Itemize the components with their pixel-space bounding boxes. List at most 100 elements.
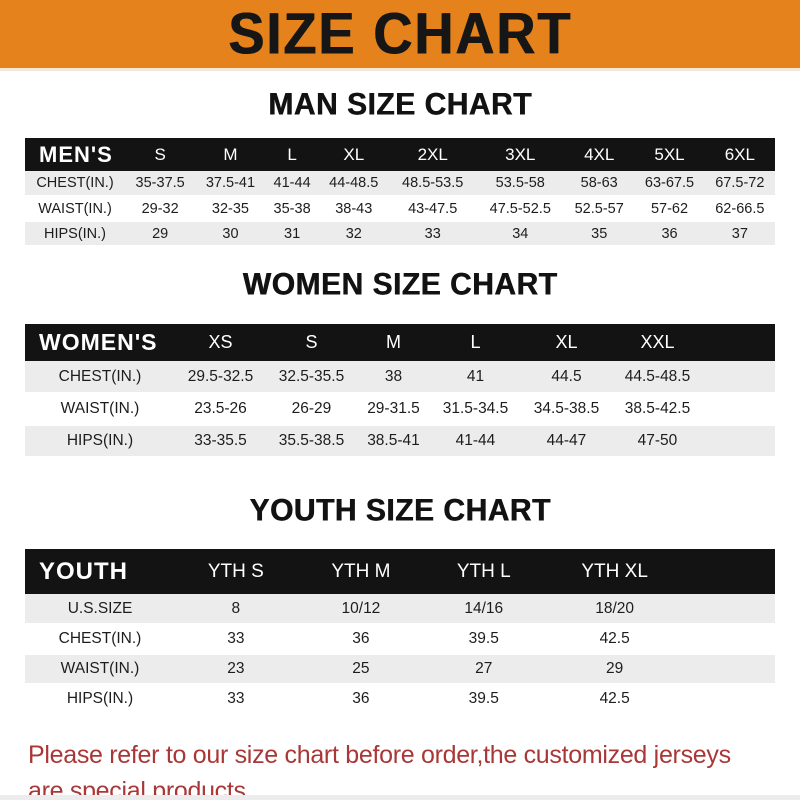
size-value-cell: 48.5-53.5 [402, 175, 464, 191]
size-value-cell: 35-37.5 [135, 175, 185, 191]
table-row: CHEST(IN.) 35-37.5 37.5-41 41-44 44-48.5 48.5… [25, 171, 775, 196]
row-label: WAIST(IN.) [38, 200, 112, 217]
size-value-cell: 30 [222, 225, 239, 242]
size-value-cell: 33-35.5 [194, 432, 247, 449]
size-value-cell: 36 [352, 630, 370, 647]
men-size-table: MEN'S S M L XL 2XL 3XL 4XL 5XL 6XL CHEST(IN.) 35-37… [25, 138, 775, 247]
filler-cell [687, 684, 775, 714]
size-value-cell: 14/16 [464, 599, 504, 617]
table-row: HIPS(IN.) 33 36 39.5 42.5 [25, 684, 775, 714]
column-header: M [195, 138, 266, 171]
disclaimer-line-1: Please refer to our size chart before or… [28, 741, 731, 800]
column-header: 2XL [388, 138, 477, 171]
size-value-cell: 32 [345, 225, 362, 242]
size-value-cell: 25 [352, 660, 370, 677]
table-row: U.S.SIZE 8 10/12 14/16 18/20 [25, 594, 775, 624]
filler-cell [687, 624, 775, 654]
size-value-cell: 44.5 [551, 367, 582, 385]
column-header: 5XL [634, 138, 705, 171]
size-value-cell: 44-48.5 [329, 175, 379, 191]
size-value-cell: 38.5-41 [367, 432, 420, 449]
size-value-cell: 42.5 [599, 690, 630, 707]
table-row: WAIST(IN.) 23.5-26 26-29 29-31.5 31.5-34.5 34… [25, 393, 775, 425]
filler-cell [703, 361, 775, 393]
size-value-cell: 39.5 [468, 630, 499, 647]
size-value-cell: 43-47.5 [408, 200, 458, 217]
column-header: YTH XL [542, 549, 687, 594]
table-corner-label: YOUTH [25, 549, 175, 594]
column-header: XL [318, 138, 389, 171]
table-row: CHEST(IN.) 33 36 39.5 42.5 [25, 624, 775, 654]
row-label: U.S.SIZE [67, 599, 133, 617]
size-value-cell: 41 [466, 367, 485, 385]
size-value-cell: 38 [384, 367, 403, 385]
size-value-cell: 33 [424, 225, 441, 242]
row-label: HIPS(IN.) [66, 432, 134, 449]
size-value-cell: 47-50 [637, 432, 678, 449]
size-value-cell: 36 [352, 690, 370, 707]
size-value-cell: 35-38 [273, 200, 311, 217]
row-label: CHEST(IN.) [36, 175, 114, 191]
filler-cell [703, 324, 775, 361]
column-header: M [356, 324, 430, 361]
size-value-cell: 33 [227, 690, 245, 707]
size-value-cell: 44-47 [546, 432, 587, 449]
filler-cell [687, 594, 775, 624]
size-value-cell: 44.5-48.5 [624, 367, 691, 385]
column-header: L [265, 138, 319, 171]
table-row: HIPS(IN.) 33-35.5 35.5-38.5 38.5-41 41-44 44-… [25, 425, 775, 457]
table-header-row: WOMEN'S XS S M L XL XXL [25, 324, 775, 361]
men-section-heading: MAN SIZE CHART [268, 87, 532, 122]
row-label: CHEST(IN.) [58, 630, 142, 647]
size-chart-banner: SIZE CHART [0, 0, 800, 71]
table-corner-label: WOMEN'S [25, 324, 175, 361]
filler-cell [687, 549, 775, 594]
size-value-cell: 34.5-38.5 [533, 400, 600, 417]
youth-size-table: YOUTH YTH S YTH M YTH L YTH XL U.S.SIZE 8 10/12… [25, 549, 775, 715]
column-header: 4XL [564, 138, 635, 171]
women-size-table: WOMEN'S XS S M L XL XXL CHEST(IN.) 29.5-32.5 32.5… [25, 324, 775, 458]
table-header-row: MEN'S S M L XL 2XL 3XL 4XL 5XL 6XL [25, 138, 775, 171]
size-value-cell: 8 [231, 599, 241, 617]
column-header: 3XL [476, 138, 565, 171]
size-value-cell: 36 [661, 225, 678, 242]
size-value-cell: 32-35 [211, 200, 249, 217]
table-row: WAIST(IN.) 29-32 32-35 35-38 38-43 43-47.5 47.… [25, 196, 775, 221]
row-label: WAIST(IN.) [60, 400, 140, 417]
size-value-cell: 31.5-34.5 [442, 400, 509, 417]
size-value-cell: 23.5-26 [194, 400, 247, 417]
size-value-cell: 42.5 [599, 630, 630, 647]
column-header: 6XL [704, 138, 775, 171]
size-value-cell: 18/20 [595, 599, 635, 617]
column-header: YTH M [296, 549, 426, 594]
size-value-cell: 41-44 [273, 175, 311, 191]
column-header: L [430, 324, 521, 361]
column-header: S [265, 324, 357, 361]
size-value-cell: 29.5-32.5 [187, 367, 254, 385]
size-value-cell: 39.5 [468, 690, 499, 707]
women-section-heading: WOMEN SIZE CHART [242, 267, 558, 302]
size-value-cell: 26-29 [291, 400, 332, 417]
size-value-cell: 34 [512, 225, 529, 242]
order-disclaimer: Please refer to our size chart before or… [0, 737, 800, 800]
row-label: WAIST(IN.) [60, 660, 140, 677]
size-value-cell: 27 [475, 660, 493, 677]
filler-cell [703, 393, 775, 425]
row-label: CHEST(IN.) [58, 367, 142, 385]
size-value-cell: 52.5-57 [574, 200, 624, 217]
column-header: S [125, 138, 196, 171]
size-value-cell: 37.5-41 [205, 175, 256, 191]
size-value-cell: 35.5-38.5 [278, 432, 345, 449]
size-value-cell: 35 [591, 225, 608, 242]
table-row: CHEST(IN.) 29.5-32.5 32.5-35.5 38 41 44.5 44.5… [25, 361, 775, 393]
column-header: XS [175, 324, 266, 361]
size-value-cell: 29 [606, 660, 624, 677]
table-row: WAIST(IN.) 23 25 27 29 [25, 654, 775, 684]
filler-cell [703, 425, 775, 457]
size-value-cell: 29-31.5 [367, 400, 420, 417]
size-value-cell: 23 [227, 660, 245, 677]
size-value-cell: 41-44 [455, 432, 496, 449]
size-value-cell: 32.5-35.5 [278, 367, 345, 385]
bottom-strip [0, 795, 800, 800]
size-value-cell: 33 [227, 630, 245, 647]
